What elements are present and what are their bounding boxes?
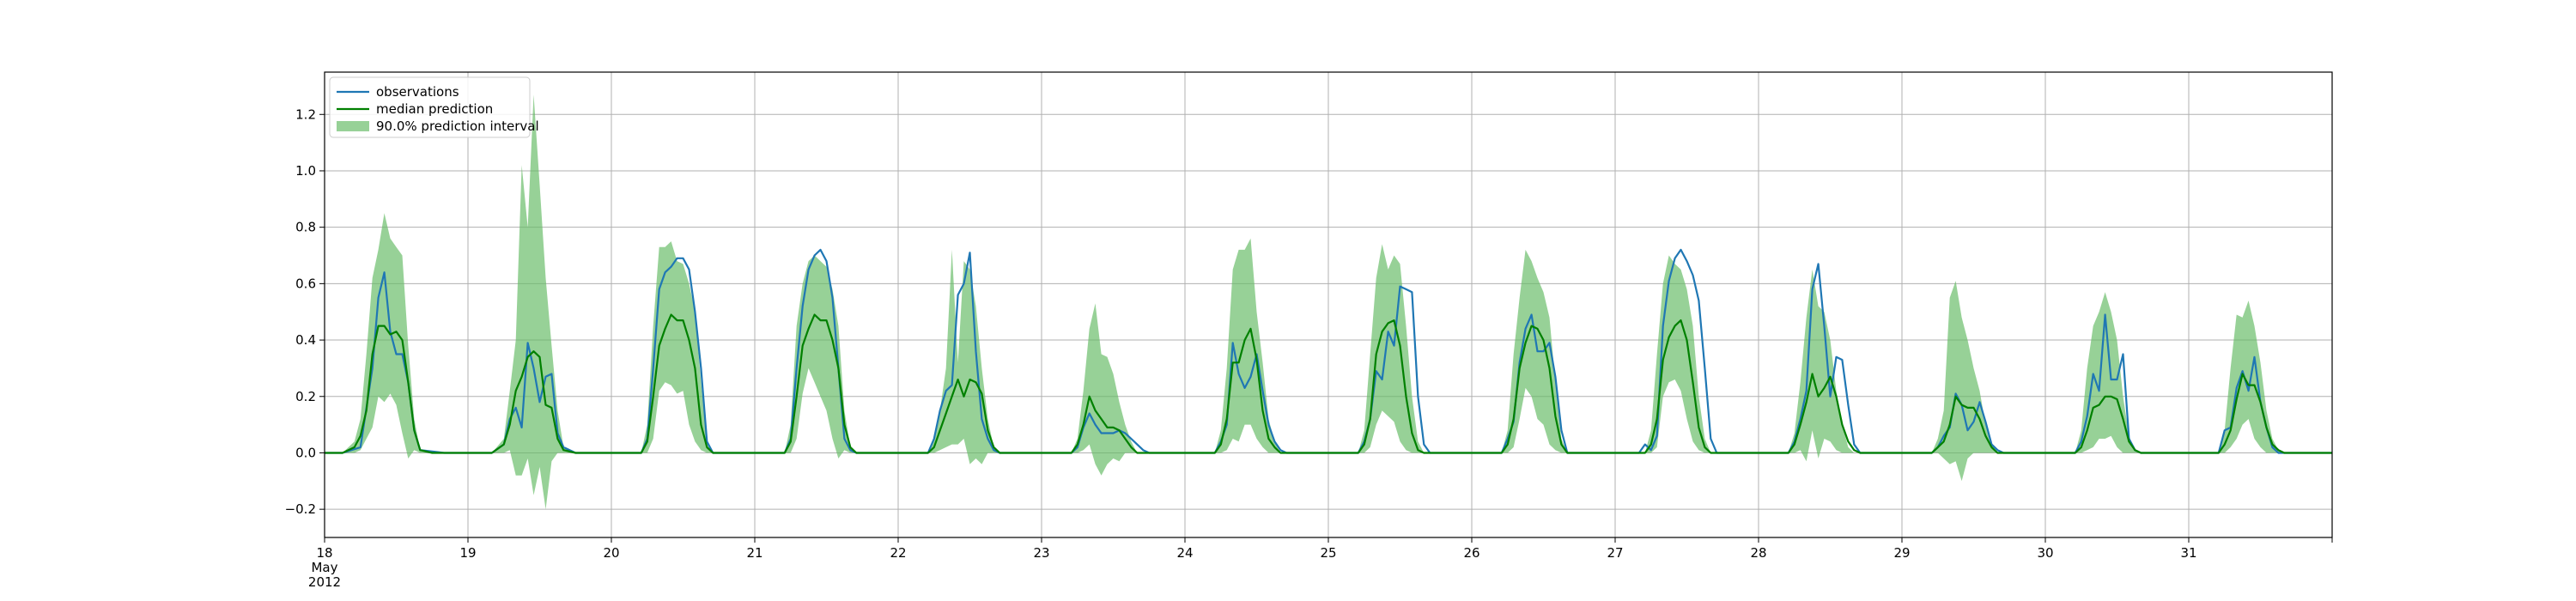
- x-tick-label: 20: [603, 545, 619, 561]
- x-tick-label: May: [311, 560, 337, 575]
- y-tick-label: 0.2: [295, 389, 316, 404]
- median-prediction-line: [325, 313, 2332, 454]
- y-tick-label: 0.0: [295, 445, 316, 460]
- y-axis: −0.2 0.0 0.2 0.4 0.6 0.8 1.0 1.2: [285, 106, 325, 517]
- x-tick-label: 25: [1320, 545, 1336, 561]
- y-tick-label: 1.2: [295, 106, 316, 122]
- x-tick-label: 27: [1607, 545, 1623, 561]
- series-lines-layer: [325, 248, 2332, 454]
- x-tick-label: 22: [890, 545, 906, 561]
- legend-label: observations: [376, 84, 459, 100]
- x-tick-label: 28: [1750, 545, 1766, 561]
- y-tick-label: 0.8: [295, 220, 316, 235]
- x-tick-label: 2012: [308, 574, 341, 590]
- x-tick-label: 31: [2180, 545, 2196, 561]
- observations-line: [325, 248, 2332, 454]
- y-tick-label: 0.6: [295, 276, 316, 291]
- x-tick-label: 19: [459, 545, 476, 561]
- x-tick-label: 24: [1176, 545, 1193, 561]
- legend-box: [329, 76, 531, 138]
- y-tick-label: 0.4: [295, 332, 316, 348]
- y-tick-label: 1.0: [295, 163, 316, 179]
- prediction-interval-band: [325, 94, 2332, 510]
- x-tick-label: 21: [746, 545, 762, 561]
- y-tick-label: −0.2: [285, 501, 316, 517]
- legend-swatch-band: [337, 121, 369, 131]
- legend-label: median prediction: [376, 101, 493, 117]
- legend-label: 90.0% prediction interval: [376, 118, 539, 134]
- x-tick-label: 18: [316, 545, 332, 561]
- x-tick-label: 26: [1463, 545, 1479, 561]
- x-tick-label: 29: [1893, 545, 1910, 561]
- x-tick-label: 30: [2037, 545, 2053, 561]
- x-tick-label: 23: [1033, 545, 1049, 561]
- prediction-interval-layer: [325, 94, 2332, 510]
